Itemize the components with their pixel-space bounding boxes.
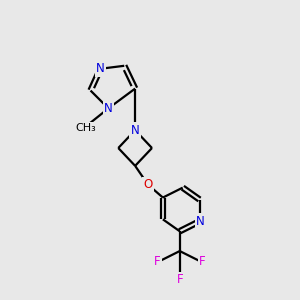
Text: CH₃: CH₃ xyxy=(75,123,96,133)
Text: N: N xyxy=(131,124,140,137)
Text: F: F xyxy=(154,256,160,268)
Text: O: O xyxy=(143,178,153,191)
Text: F: F xyxy=(199,256,206,268)
Text: N: N xyxy=(196,215,205,228)
Text: N: N xyxy=(104,102,113,115)
Text: F: F xyxy=(176,273,183,286)
Text: N: N xyxy=(96,62,105,75)
